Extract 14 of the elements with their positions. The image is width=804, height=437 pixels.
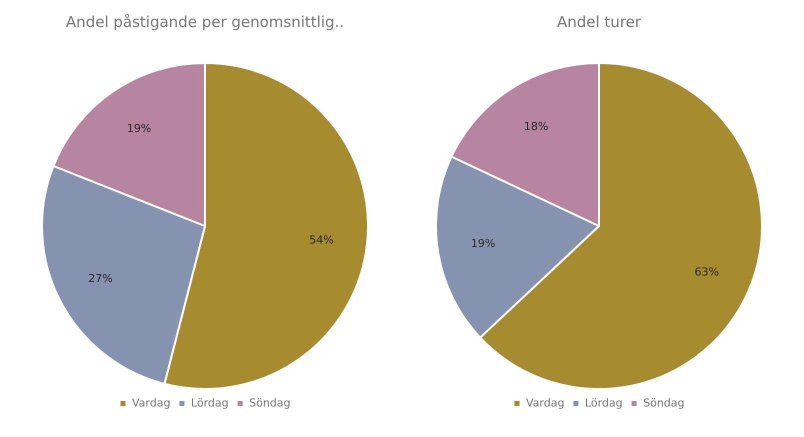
data-label: 19%: [126, 122, 152, 135]
data-label: 54%: [309, 234, 334, 247]
chart-title: Andel turer: [556, 12, 642, 31]
data-label: 18%: [524, 120, 548, 133]
legend-label: Söndag: [643, 396, 685, 410]
legend-label: Söndag: [249, 396, 291, 410]
legend-label: Lördag: [584, 396, 623, 410]
legend-label: Vardag: [526, 396, 564, 410]
chart-title: Andel påstigande per genomsnittlig..: [66, 12, 344, 31]
legend-label: Vardag: [132, 396, 170, 410]
legend-label: Lördag: [190, 396, 229, 410]
data-label: 19%: [470, 237, 496, 250]
data-label: 63%: [694, 265, 719, 278]
data-label: 27%: [88, 272, 113, 286]
